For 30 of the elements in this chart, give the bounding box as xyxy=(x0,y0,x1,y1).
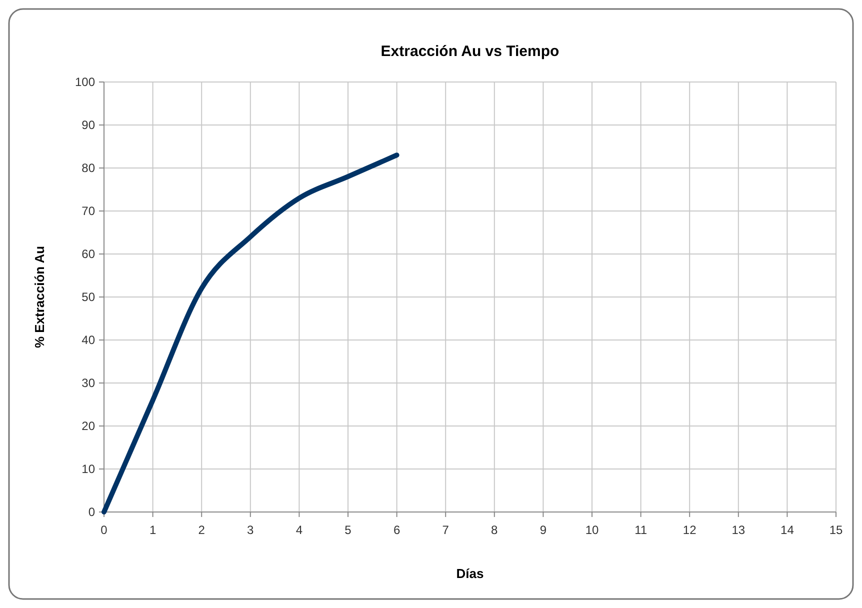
y-tick-label: 10 xyxy=(82,462,96,476)
y-tick-label: 30 xyxy=(82,376,96,390)
x-tick-label: 10 xyxy=(585,523,599,537)
x-tick-label: 12 xyxy=(682,523,697,537)
x-tick-label: 9 xyxy=(540,523,547,537)
x-axis-title: Días xyxy=(456,566,484,581)
x-tick-label: 4 xyxy=(296,523,303,537)
chart-title: Extracción Au vs Tiempo xyxy=(380,43,560,60)
y-tick-label: 20 xyxy=(82,419,96,434)
x-tick-label: 3 xyxy=(247,523,254,537)
y-tick-label: 100 xyxy=(74,75,96,90)
y-tick-label: 70 xyxy=(82,204,96,218)
x-tick-label: 0 xyxy=(100,523,108,537)
y-tick-label: 40 xyxy=(82,333,96,348)
x-tick-label: 8 xyxy=(491,523,498,537)
y-tick-label: 90 xyxy=(82,118,96,132)
y-axis-title: % Extracción Au xyxy=(32,246,47,348)
y-tick-label: 0 xyxy=(88,505,96,520)
x-tick-label: 13 xyxy=(732,523,746,537)
x-tick-label: 2 xyxy=(198,523,206,537)
x-tick-label: 7 xyxy=(442,523,450,537)
y-tick-label: 80 xyxy=(82,161,96,176)
y-tick-label: 50 xyxy=(82,290,96,304)
x-tick-label: 14 xyxy=(780,523,794,537)
x-tick-label: 15 xyxy=(829,523,843,537)
x-tick-label: 5 xyxy=(344,523,352,537)
x-tick-label: 6 xyxy=(393,523,400,537)
x-tick-label: 11 xyxy=(634,523,648,537)
y-tick-label: 60 xyxy=(82,247,96,262)
x-tick-label: 1 xyxy=(149,523,156,537)
